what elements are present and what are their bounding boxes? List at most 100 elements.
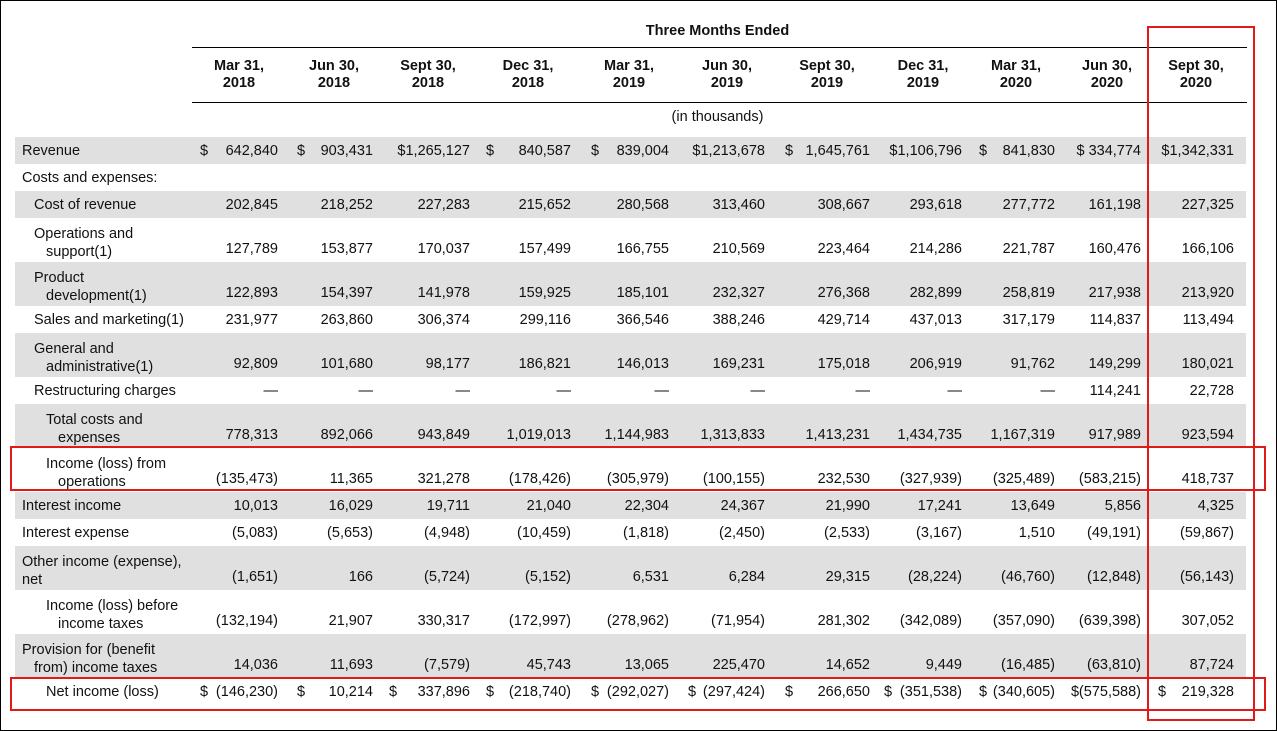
value-cell: (132,194) bbox=[215, 613, 278, 629]
value-cell: 11,365 bbox=[329, 471, 373, 487]
value-cell: — bbox=[556, 383, 572, 399]
value-cell: 4,325 bbox=[1197, 498, 1234, 514]
value-cell: 22,304 bbox=[624, 498, 669, 514]
table-row: Income (loss) from operations (135,473) 11,… bbox=[15, 448, 1246, 492]
row-label-line: net bbox=[22, 571, 43, 588]
value-cell: 16,029 bbox=[328, 498, 373, 514]
row-label-line: Other income (expense), bbox=[22, 554, 182, 570]
column-header-8: Mar 31, 2020 bbox=[971, 58, 1061, 92]
value-cell: 45,743 bbox=[526, 657, 571, 673]
currency-symbol: $ bbox=[297, 684, 306, 700]
value-cell: (325,489) bbox=[992, 471, 1055, 487]
unit-note: (in thousands) bbox=[671, 109, 764, 125]
row-label-line: administrative(1) bbox=[46, 358, 154, 375]
row-label-line: Total costs and bbox=[46, 412, 143, 428]
value-cell: (292,027) bbox=[606, 684, 669, 700]
value-cell: — bbox=[1040, 383, 1056, 399]
column-header-0: Mar 31, 2018 bbox=[194, 58, 284, 92]
value-cell: 277,772 bbox=[1002, 197, 1055, 213]
row-label-line: Income (loss) before bbox=[46, 598, 179, 614]
column-header-4: Mar 31, 2019 bbox=[584, 58, 674, 92]
value-cell: 299,116 bbox=[519, 312, 571, 328]
value-cell: 166,755 bbox=[616, 241, 669, 257]
value-cell: 87,724 bbox=[1189, 657, 1234, 673]
value-cell: 24,367 bbox=[720, 498, 765, 514]
value-cell: — bbox=[455, 383, 471, 399]
column-header-line1: Mar 31, bbox=[214, 58, 264, 74]
column-header-line2: 2018 bbox=[317, 75, 351, 91]
value-cell: (5,653) bbox=[327, 525, 373, 541]
value-cell: (4,948) bbox=[424, 525, 470, 541]
value-cell: 146,013 bbox=[616, 356, 669, 372]
value-cell: $1,213,678 bbox=[692, 143, 765, 159]
row-label-line: Product bbox=[34, 270, 84, 286]
value-cell: 214,286 bbox=[909, 241, 962, 257]
row-label: Income (loss) from operations bbox=[46, 456, 166, 491]
value-cell: 282,899 bbox=[909, 285, 962, 301]
value-cell: 219,328 bbox=[1181, 684, 1234, 700]
row-label-line: income taxes bbox=[58, 615, 144, 632]
value-cell: (5,152) bbox=[525, 569, 571, 585]
value-cell: 840,587 bbox=[518, 143, 571, 159]
value-cell: (583,215) bbox=[1078, 471, 1141, 487]
row-label: Restructuring charges bbox=[34, 383, 176, 401]
value-cell: (7,579) bbox=[424, 657, 470, 673]
value-cell: (28,224) bbox=[907, 569, 962, 585]
value-cell: 213,920 bbox=[1181, 285, 1234, 301]
value-cell: (1,651) bbox=[232, 569, 278, 585]
column-header-line1: Mar 31, bbox=[604, 58, 654, 74]
value-cell: (100,155) bbox=[702, 471, 765, 487]
value-cell: 917,989 bbox=[1088, 427, 1141, 443]
value-cell: 266,650 bbox=[817, 684, 870, 700]
value-cell: 202,845 bbox=[225, 197, 278, 213]
table-row: Cost of revenue 202,845 218,252 227,283 215,… bbox=[15, 191, 1246, 218]
row-label: Product development(1) bbox=[34, 270, 147, 305]
value-cell: (178,426) bbox=[508, 471, 571, 487]
value-cell: 418,737 bbox=[1181, 471, 1234, 487]
currency-symbol: $ bbox=[591, 143, 600, 159]
table-row: Income (loss) before income taxes (132,194… bbox=[15, 590, 1246, 634]
value-cell: 114,837 bbox=[1089, 312, 1141, 328]
value-cell: 903,431 bbox=[320, 143, 373, 159]
row-label-line: Costs and expenses: bbox=[22, 169, 158, 186]
value-cell: $ 334,774 bbox=[1076, 143, 1141, 159]
value-cell: 258,819 bbox=[1002, 285, 1055, 301]
value-cell: 29,315 bbox=[825, 569, 870, 585]
title-underline bbox=[192, 47, 1247, 48]
value-cell: (46,760) bbox=[1000, 569, 1055, 585]
value-cell: — bbox=[855, 383, 871, 399]
column-header-line1: Sept 30, bbox=[799, 58, 855, 74]
value-cell: (2,533) bbox=[824, 525, 870, 541]
value-cell: 185,101 bbox=[616, 285, 669, 301]
row-label-line: Cost of revenue bbox=[34, 196, 137, 213]
row-label: Total costs and expenses bbox=[46, 412, 143, 447]
value-cell: 1,413,231 bbox=[805, 427, 870, 443]
value-cell: (16,485) bbox=[1000, 657, 1055, 673]
value-cell: 14,652 bbox=[825, 657, 870, 673]
value-cell: 841,830 bbox=[1002, 143, 1055, 159]
value-cell: 98,177 bbox=[425, 356, 470, 372]
value-cell: 186,821 bbox=[518, 356, 571, 372]
row-label-line: support(1) bbox=[46, 243, 113, 260]
column-header-line1: Jun 30, bbox=[702, 58, 752, 74]
row-label-line: Income (loss) from bbox=[46, 456, 167, 472]
currency-symbol: $ bbox=[200, 684, 209, 700]
row-label: Income (loss) before income taxes bbox=[46, 598, 178, 633]
column-header-line1: Mar 31, bbox=[991, 58, 1041, 74]
value-cell: 175,018 bbox=[817, 356, 870, 372]
value-cell: 9,449 bbox=[925, 657, 962, 673]
value-cell: 227,325 bbox=[1181, 197, 1234, 213]
value-cell: 337,896 bbox=[417, 684, 470, 700]
row-label: Other income (expense), net bbox=[22, 554, 182, 589]
value-cell: 1,167,319 bbox=[990, 427, 1055, 443]
value-cell: (5,083) bbox=[232, 525, 278, 541]
column-header-line2: 2019 bbox=[612, 75, 646, 91]
column-header-line1: Sept 30, bbox=[400, 58, 456, 74]
column-header-1: Jun 30, 2018 bbox=[289, 58, 379, 92]
value-cell: 19,711 bbox=[426, 498, 470, 514]
value-cell: (305,979) bbox=[606, 471, 669, 487]
currency-symbol: $ bbox=[785, 143, 794, 159]
row-label-line: Net income (loss) bbox=[46, 683, 159, 700]
value-cell: 127,789 bbox=[225, 241, 278, 257]
value-cell: (1,818) bbox=[623, 525, 669, 541]
